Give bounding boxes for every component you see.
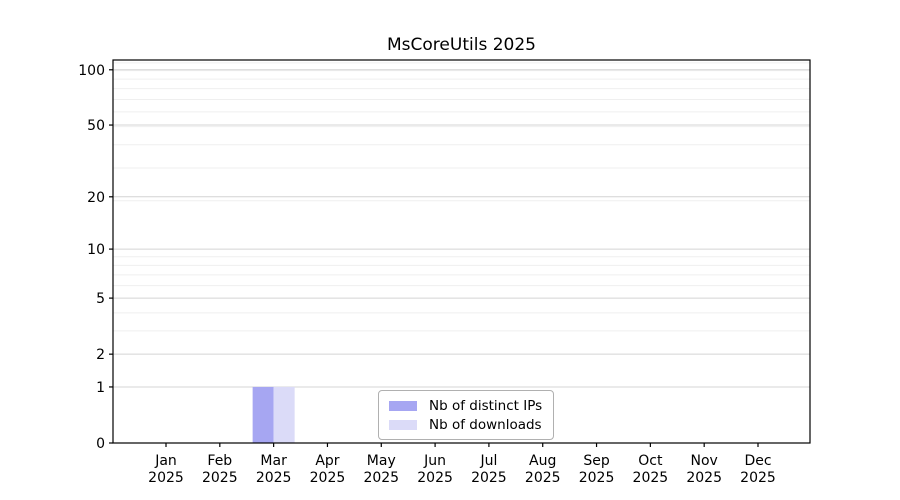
y-tick-label: 20	[87, 190, 105, 206]
x-tick-label-month: Aug	[529, 453, 556, 469]
x-tick-label-year: 2025	[686, 470, 722, 486]
legend-label-downloads: Nb of downloads	[429, 416, 542, 433]
x-tick-label-month: Jan	[154, 453, 177, 469]
legend-item-distinct-ips: Nb of distinct IPs	[389, 396, 545, 415]
x-tick-label-month: Jul	[479, 453, 497, 469]
x-tick-label-month: Nov	[691, 453, 718, 469]
y-tick-label: 1	[96, 380, 105, 396]
y-tick-label: 5	[96, 291, 105, 307]
x-tick-label-month: May	[367, 453, 396, 469]
bar-nb-of-downloads-mar	[273, 386, 295, 443]
legend-label-distinct-ips: Nb of distinct IPs	[429, 397, 543, 414]
x-tick-label-month: Apr	[315, 453, 339, 469]
x-tick-label-year: 2025	[471, 470, 507, 486]
y-tick-label: 100	[78, 63, 105, 79]
x-tick-label-year: 2025	[525, 470, 561, 486]
y-tick-label: 2	[96, 347, 105, 363]
chart-title: MsCoreUtils 2025	[387, 35, 536, 55]
x-tick-label-month: Oct	[638, 453, 663, 469]
plot-border	[112, 59, 811, 444]
y-tick-label: 50	[87, 118, 105, 134]
x-tick-label-year: 2025	[363, 470, 399, 486]
x-tick-label-year: 2025	[256, 470, 292, 486]
x-tick-label-year: 2025	[202, 470, 238, 486]
legend: Nb of distinct IPs Nb of downloads	[378, 390, 554, 440]
legend-swatch-distinct-ips	[389, 400, 417, 411]
x-tick-label-month: Dec	[744, 453, 771, 469]
y-tick-label: 10	[87, 242, 105, 258]
x-tick-label-month: Mar	[260, 453, 287, 469]
x-tick-label-year: 2025	[148, 470, 184, 486]
x-tick-label-year: 2025	[633, 470, 669, 486]
x-tick-label-month: Feb	[207, 453, 232, 469]
bar-nb-of-distinct-ips-mar	[252, 386, 274, 443]
legend-swatch-downloads	[389, 419, 417, 430]
y-tick-label: 0	[96, 436, 105, 452]
x-tick-label-year: 2025	[417, 470, 453, 486]
x-tick-label-year: 2025	[310, 470, 346, 486]
x-tick-label-month: Jun	[423, 453, 446, 469]
x-tick-label-year: 2025	[579, 470, 615, 486]
x-tick-label-month: Sep	[583, 453, 610, 469]
legend-item-downloads: Nb of downloads	[389, 415, 545, 434]
x-tick-label-year: 2025	[740, 470, 776, 486]
